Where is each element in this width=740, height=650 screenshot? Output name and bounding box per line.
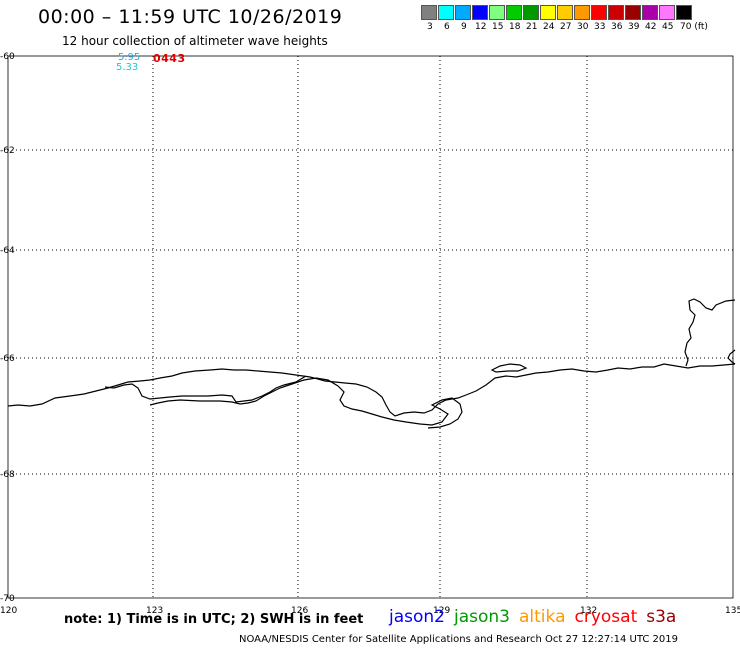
color-scale-label: 6 [444, 22, 450, 32]
color-scale-labels: 3 6 9 12 15 18 21 24 27 30 33 36 39 42 45 70 (ft) [421, 20, 740, 32]
latitude-label: -60 [0, 52, 15, 62]
color-swatch [523, 5, 539, 20]
map-frame [7, 55, 734, 599]
color-swatch [676, 5, 692, 20]
latitude-label: -70 [0, 594, 15, 604]
color-scale-label: 33 [594, 22, 606, 32]
antarctic-coastline [7, 363, 736, 417]
swh-value-label: 5.95 [118, 52, 141, 63]
map-subtitle: 12 hour collection of altimeter wave hei… [62, 34, 328, 48]
pass-time-label: 0443 [153, 52, 186, 65]
color-swatch [642, 5, 658, 20]
latitude-label: -66 [0, 354, 15, 364]
map-grid [7, 55, 734, 599]
latitude-label: -68 [0, 470, 15, 480]
longitude-label: 123 [146, 606, 163, 616]
longitude-label: 132 [580, 606, 597, 616]
color-scale-label: 9 [461, 22, 467, 32]
color-scale-label: 36 [611, 22, 623, 32]
coastline-inner-lobe [104, 375, 307, 403]
color-scale-label: 27 [560, 22, 572, 32]
satellite-legend-cryosat: cryosat [574, 607, 638, 627]
color-swatch [574, 5, 590, 20]
color-scale-label: 70 (ft) [680, 22, 708, 32]
color-scale-label: 30 [577, 22, 589, 32]
map-title: 00:00 – 11:59 UTC 10/26/2019 [38, 6, 343, 28]
color-scale-label: 24 [543, 22, 555, 32]
color-scale-label: 45 [662, 22, 674, 32]
latitude-label: -62 [0, 146, 15, 156]
satellite-legend-jason2: jason2 [389, 607, 445, 627]
color-swatch [472, 5, 488, 20]
longitude-labels: 120 123 126 129 132 135 [0, 606, 740, 616]
color-scale-label: 21 [526, 22, 538, 32]
credit-line: NOAA/NESDIS Center for Satellite Applica… [239, 634, 678, 645]
color-swatch [659, 5, 675, 20]
color-swatch [455, 5, 471, 20]
satellite-legend-altika: altika [519, 607, 566, 627]
color-swatch [506, 5, 522, 20]
satellite-legend-jason3: jason3 [454, 607, 510, 627]
latitude-label: -64 [0, 246, 15, 256]
color-swatch [557, 5, 573, 20]
color-scale-swatches [421, 5, 740, 20]
longitude-label: 129 [433, 606, 450, 616]
satellite-legend-s3a: s3a [646, 607, 677, 627]
color-scale-legend: 3 6 9 12 15 18 21 24 27 30 33 36 39 42 45 70 (ft) [421, 5, 740, 32]
latitude-labels: -60 -62 -64 -66 -68 -70 [0, 52, 15, 604]
color-swatch [489, 5, 505, 20]
color-swatch [540, 5, 556, 20]
color-scale-label: 12 [475, 22, 487, 32]
coastline-east-bay [684, 298, 736, 367]
color-scale-label: 3 [427, 22, 433, 32]
color-scale-label: 42 [645, 22, 657, 32]
satellite-legend: jason2 jason3 altika cryosat s3a [389, 607, 685, 627]
color-swatch [608, 5, 624, 20]
color-swatch [625, 5, 641, 20]
color-scale-label: 15 [492, 22, 504, 32]
color-scale-label: 39 [628, 22, 640, 32]
color-scale-label: 18 [509, 22, 521, 32]
color-swatch [421, 5, 437, 20]
color-swatch [591, 5, 607, 20]
coastline-east-island [490, 363, 528, 373]
longitude-label: 126 [291, 606, 308, 616]
color-swatch [438, 5, 454, 20]
footer-note: note: 1) Time is in UTC; 2) SWH is in fe… [64, 612, 364, 627]
longitude-label: 120 [0, 606, 17, 616]
longitude-label: 135 [725, 606, 740, 616]
coastline-shelf [149, 377, 463, 429]
coastline-east-edge [727, 349, 736, 365]
swh-value-label: 5.33 [116, 62, 139, 73]
